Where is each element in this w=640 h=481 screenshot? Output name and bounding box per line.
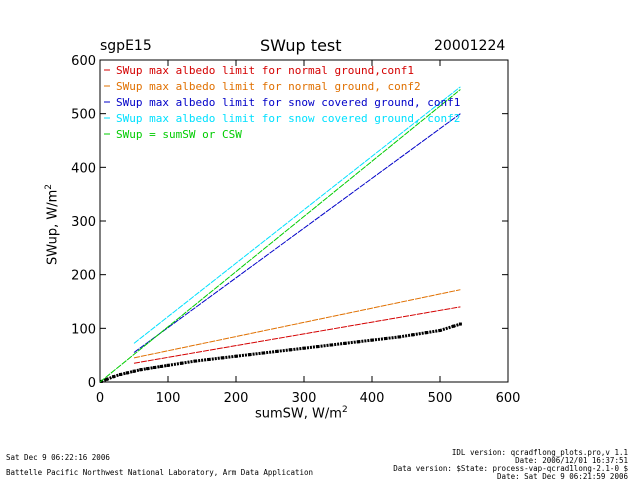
y-tick-label: 500 xyxy=(71,108,96,123)
observation-point xyxy=(302,346,306,350)
series-line xyxy=(99,89,461,383)
y-tick-label: 100 xyxy=(71,322,96,337)
footer-idl-version: IDL version: qcradflong_plots.pro,v 1.1 xyxy=(451,448,628,457)
observation-segment xyxy=(222,354,237,360)
observation-point xyxy=(384,337,388,341)
observation-point xyxy=(458,322,462,326)
series-line xyxy=(133,289,461,359)
x-tick-label: 600 xyxy=(496,391,521,406)
x-axis-label: sumSW, W/m2 xyxy=(255,405,348,421)
x-tick-label: 500 xyxy=(428,391,453,406)
observation-segment xyxy=(249,351,264,357)
observation-point xyxy=(159,364,163,368)
observation-point xyxy=(146,367,150,371)
observation-segment xyxy=(331,341,345,347)
observation-segment xyxy=(181,359,196,365)
observation-point xyxy=(112,375,116,379)
observation-point xyxy=(132,369,136,373)
chart-title: SWup test xyxy=(260,36,342,55)
observation-point xyxy=(356,340,360,344)
observation-point xyxy=(275,349,279,353)
observation-point xyxy=(180,361,184,365)
observation-point xyxy=(220,356,224,360)
legend-entry: SWup max albedo limit for snow covered g… xyxy=(116,96,460,109)
footer-idl-date: Date: 2006/12/01 16:37:51 xyxy=(515,456,628,465)
x-axis-label-text: sumSW, W/m xyxy=(255,406,342,422)
legend-entry: SWup max albedo limit for normal ground,… xyxy=(116,80,421,93)
x-tick-label: 300 xyxy=(292,391,317,406)
x-tick-label: 400 xyxy=(360,391,385,406)
observation-point xyxy=(261,351,265,355)
y-tick-label: 600 xyxy=(71,54,96,69)
observation-point xyxy=(424,331,428,335)
x-tick-label: 200 xyxy=(224,391,249,406)
observation-segment xyxy=(317,343,332,349)
chart-date: 20001224 xyxy=(434,38,506,54)
y-tick-label: 400 xyxy=(71,161,96,176)
observation-point xyxy=(139,368,143,372)
observation-segment xyxy=(412,331,427,337)
observation-segment xyxy=(426,328,441,335)
observation-point xyxy=(248,353,252,357)
series-line xyxy=(133,113,461,353)
observation-point xyxy=(166,363,170,367)
observation-segment xyxy=(263,349,277,355)
observation-point xyxy=(207,357,211,361)
footer-data-date: Date: Sat Dec 9 06:21:59 2006 xyxy=(497,472,628,481)
y-tick-label: 200 xyxy=(71,269,96,284)
observation-segment xyxy=(358,338,373,344)
observation-segment xyxy=(371,337,386,342)
observation-segment xyxy=(398,333,414,339)
footer-organization: Battelle Pacific Northwest National Labo… xyxy=(6,468,314,477)
footer-timestamp: Sat Dec 9 06:22:16 2006 xyxy=(6,453,110,462)
observation-segment xyxy=(195,357,209,363)
series-line xyxy=(133,86,461,344)
y-tick-label: 300 xyxy=(71,215,96,230)
observation-segment xyxy=(344,340,359,345)
observation-segment xyxy=(385,335,400,341)
y-tick-label: 0 xyxy=(88,376,96,391)
observation-point xyxy=(343,341,347,345)
series-line xyxy=(133,306,461,364)
legend-entry: SWup = sumSW or CSW xyxy=(116,128,242,141)
observation-point xyxy=(105,377,109,381)
station-label: sgpE15 xyxy=(100,38,152,54)
observation-point xyxy=(438,328,442,332)
y-axis-label: SWup, W/m2 xyxy=(44,184,60,265)
legend-entry: SWup max albedo limit for normal ground,… xyxy=(116,64,414,77)
x-tick-label: 100 xyxy=(156,391,181,406)
observation-point xyxy=(152,366,156,370)
y-axis-label-text: SWup, W/m xyxy=(45,189,61,265)
observation-segment xyxy=(167,361,182,367)
observation-point xyxy=(329,343,333,347)
observation-segment xyxy=(208,356,223,361)
observation-segment xyxy=(303,345,318,350)
observation-point xyxy=(193,359,197,363)
observation-segment xyxy=(235,353,250,358)
legend-entry: SWup max albedo limit for snow covered g… xyxy=(116,112,460,125)
observation-point xyxy=(125,371,129,375)
observation-point xyxy=(118,372,122,376)
observation-point xyxy=(397,335,401,339)
observation-segment xyxy=(439,324,455,332)
observation-point xyxy=(370,338,374,342)
y-axis-label-sup: 2 xyxy=(44,183,54,190)
observation-point xyxy=(452,324,456,328)
observation-segment xyxy=(290,346,305,352)
observation-point xyxy=(411,333,415,337)
observation-point xyxy=(316,345,320,349)
x-tick-label: 0 xyxy=(96,391,104,406)
footer-data-version: Data version: $State: process-vap-qcrad1… xyxy=(393,464,628,473)
observation-point xyxy=(288,348,292,352)
observation-point xyxy=(234,354,238,358)
observation-segment xyxy=(276,348,291,353)
x-axis-label-sup: 2 xyxy=(341,405,348,415)
